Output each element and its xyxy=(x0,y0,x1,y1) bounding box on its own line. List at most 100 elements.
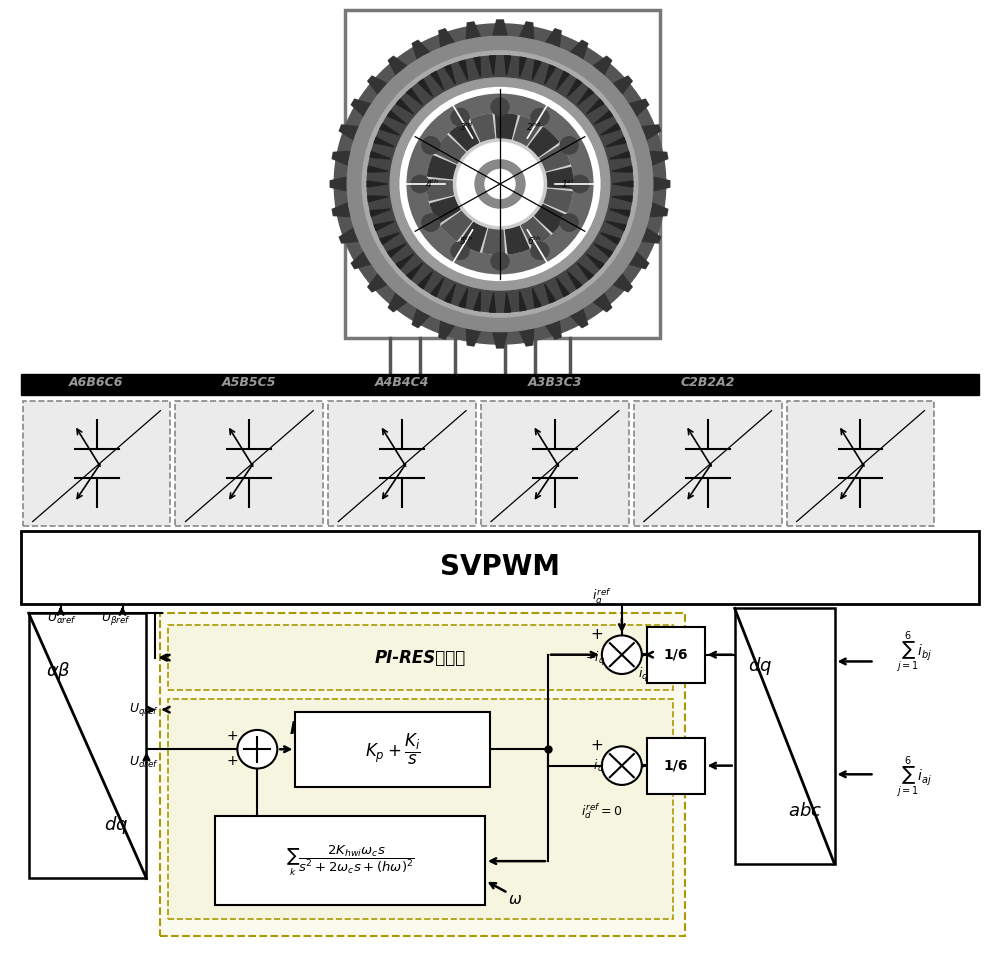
Circle shape xyxy=(347,37,653,331)
Polygon shape xyxy=(570,41,588,60)
Polygon shape xyxy=(445,284,455,303)
Polygon shape xyxy=(483,229,504,254)
Polygon shape xyxy=(577,89,593,104)
Text: +: + xyxy=(227,728,238,743)
Text: $i_d^{ref}=0$: $i_d^{ref}=0$ xyxy=(581,802,623,821)
Polygon shape xyxy=(339,125,359,140)
Text: A6B6C6: A6B6C6 xyxy=(69,377,124,389)
Circle shape xyxy=(334,24,666,344)
Polygon shape xyxy=(629,99,649,116)
Circle shape xyxy=(475,159,525,208)
Bar xyxy=(21,531,979,604)
Polygon shape xyxy=(439,29,455,48)
Polygon shape xyxy=(489,293,495,312)
Bar xyxy=(328,401,476,526)
Text: C1B1A1: C1B1A1 xyxy=(833,377,888,389)
Polygon shape xyxy=(601,124,620,135)
Bar xyxy=(168,699,673,919)
Polygon shape xyxy=(368,273,388,292)
Polygon shape xyxy=(368,166,388,172)
Bar xyxy=(647,738,705,794)
Polygon shape xyxy=(653,177,670,191)
Polygon shape xyxy=(545,320,561,339)
Polygon shape xyxy=(407,264,423,279)
Text: $K_p+\dfrac{K_i}{s}$: $K_p+\dfrac{K_i}{s}$ xyxy=(365,731,421,767)
Polygon shape xyxy=(428,156,456,179)
Polygon shape xyxy=(474,292,480,311)
Polygon shape xyxy=(612,273,632,292)
Polygon shape xyxy=(460,222,486,251)
Polygon shape xyxy=(380,233,399,244)
Polygon shape xyxy=(612,196,632,202)
Circle shape xyxy=(407,95,593,273)
Polygon shape xyxy=(351,99,371,116)
Polygon shape xyxy=(431,71,444,90)
Polygon shape xyxy=(545,65,555,84)
Circle shape xyxy=(451,242,469,260)
Polygon shape xyxy=(532,60,541,79)
Polygon shape xyxy=(431,278,444,297)
Circle shape xyxy=(422,137,440,154)
Circle shape xyxy=(457,143,543,225)
Polygon shape xyxy=(418,271,433,289)
Polygon shape xyxy=(374,137,394,147)
Polygon shape xyxy=(430,197,460,223)
Polygon shape xyxy=(459,60,468,79)
Polygon shape xyxy=(519,22,534,40)
Text: $i_q$: $i_q$ xyxy=(638,667,648,684)
Bar xyxy=(160,613,685,936)
Text: $U_{dref}$: $U_{dref}$ xyxy=(129,755,158,770)
Text: $U_{qref}$: $U_{qref}$ xyxy=(129,701,158,718)
Text: $\sum_{j=1}^{6}i_{aj}$: $\sum_{j=1}^{6}i_{aj}$ xyxy=(896,754,933,800)
Bar xyxy=(295,712,490,787)
Text: $\alpha\beta$: $\alpha\beta$ xyxy=(46,660,71,682)
Text: 1/6: 1/6 xyxy=(664,647,688,662)
Text: $\sum_k\dfrac{2K_{hwi}\omega_c s}{s^2+2\omega_c s+(h\omega)^2}$: $\sum_k\dfrac{2K_{hwi}\omega_c s}{s^2+2\… xyxy=(286,843,415,878)
Polygon shape xyxy=(586,99,604,114)
Polygon shape xyxy=(466,327,481,346)
Polygon shape xyxy=(649,203,668,216)
Circle shape xyxy=(485,169,515,198)
Polygon shape xyxy=(330,177,347,191)
Circle shape xyxy=(400,88,600,280)
Circle shape xyxy=(390,78,610,290)
Polygon shape xyxy=(519,327,534,346)
Text: $dq$: $dq$ xyxy=(748,655,772,677)
Polygon shape xyxy=(368,196,388,202)
Text: 5$^{th}$: 5$^{th}$ xyxy=(459,235,473,247)
Text: $i_q^{ref}$: $i_q^{ref}$ xyxy=(592,587,612,609)
Polygon shape xyxy=(441,212,471,241)
Polygon shape xyxy=(612,166,632,172)
Polygon shape xyxy=(471,114,495,141)
Circle shape xyxy=(491,99,509,116)
Polygon shape xyxy=(332,152,351,165)
Polygon shape xyxy=(514,117,540,145)
Polygon shape xyxy=(594,111,613,124)
Polygon shape xyxy=(427,180,453,200)
Polygon shape xyxy=(459,289,468,308)
Circle shape xyxy=(602,636,642,674)
Bar xyxy=(735,609,835,864)
Bar xyxy=(168,625,673,691)
Polygon shape xyxy=(592,293,612,312)
Bar xyxy=(345,11,660,338)
Text: 1/6: 1/6 xyxy=(664,758,688,773)
Text: +: + xyxy=(590,627,603,642)
Bar xyxy=(787,401,934,526)
Polygon shape xyxy=(505,56,511,75)
Circle shape xyxy=(560,137,578,154)
Polygon shape xyxy=(466,22,481,40)
Polygon shape xyxy=(649,152,668,165)
Text: $abc$: $abc$ xyxy=(788,802,822,820)
Polygon shape xyxy=(367,181,387,187)
Text: 4$^{th}$: 4$^{th}$ xyxy=(425,178,439,190)
Polygon shape xyxy=(374,221,394,231)
Text: $-i_d$: $-i_d$ xyxy=(584,757,605,774)
Polygon shape xyxy=(567,79,582,97)
Polygon shape xyxy=(556,278,569,297)
Circle shape xyxy=(422,213,440,231)
Polygon shape xyxy=(606,221,626,231)
Polygon shape xyxy=(613,181,633,187)
Text: PI-RES控制器: PI-RES控制器 xyxy=(374,648,466,667)
Polygon shape xyxy=(535,205,565,233)
